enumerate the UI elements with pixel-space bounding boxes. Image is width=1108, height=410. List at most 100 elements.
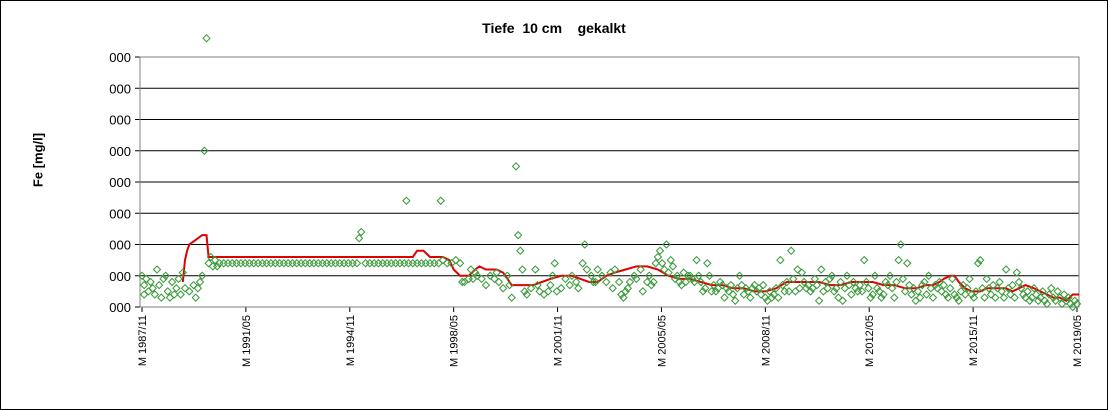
data-point-marker [935, 277, 944, 287]
data-point-marker [782, 277, 792, 287]
data-point-marker [868, 290, 878, 299]
data-point-marker [950, 290, 959, 299]
data-point-marker [963, 284, 972, 293]
data-point-marker [571, 277, 581, 287]
data-point-marker [728, 290, 738, 299]
data-point-marker [885, 271, 895, 280]
y-tick-label: 000 [109, 300, 131, 315]
data-point-marker [137, 271, 147, 280]
data-point-marker [997, 287, 1006, 296]
data-point-marker [887, 284, 897, 293]
data-point-marker [326, 259, 336, 268]
data-point-marker [593, 265, 602, 274]
data-point-marker [438, 255, 448, 265]
data-point-marker [709, 280, 718, 290]
data-point-marker [531, 265, 540, 274]
data-point-marker [249, 259, 258, 268]
data-point-marker [505, 280, 514, 290]
data-point-marker [973, 259, 983, 268]
data-point-marker [905, 280, 914, 290]
data-point-marker [365, 259, 375, 268]
x-tick-label: M 1991/05 [241, 315, 253, 367]
data-point-marker [174, 274, 183, 284]
data-point-marker [546, 280, 555, 290]
data-point-marker [470, 268, 480, 277]
data-point-marker [840, 284, 850, 293]
data-point-marker [185, 287, 194, 296]
data-point-marker [898, 274, 908, 284]
data-point-marker [971, 287, 981, 296]
data-point-marker [1042, 299, 1052, 309]
x-tick-label: M 1987/11 [137, 315, 149, 366]
data-point-marker [275, 259, 284, 268]
data-point-marker [801, 284, 811, 293]
data-point-marker [993, 284, 1002, 293]
data-point-marker [189, 280, 198, 290]
data-point-marker [1006, 290, 1015, 299]
data-point-marker [911, 296, 921, 305]
x-tick-label: M 1998/05 [449, 315, 461, 367]
data-point-marker [157, 293, 166, 302]
data-point-marker [769, 290, 779, 299]
data-point-marker [945, 284, 955, 293]
data-point-marker [552, 287, 562, 296]
data-point-marker [956, 287, 966, 296]
data-point-marker [986, 290, 996, 299]
data-point-marker [870, 271, 880, 280]
data-point-marker [922, 290, 931, 299]
data-point-marker [976, 255, 985, 265]
data-point-marker [516, 246, 525, 255]
data-point-marker [952, 293, 961, 302]
data-point-marker [842, 271, 852, 280]
data-point-marker [582, 265, 592, 274]
data-point-marker [580, 240, 589, 249]
data-point-marker [705, 271, 714, 280]
data-point-marker [877, 293, 886, 302]
data-point-marker [1072, 299, 1082, 309]
data-point-marker [382, 259, 392, 268]
data-point-marker [492, 268, 501, 277]
data-point-marker [948, 274, 957, 284]
data-point-marker [670, 274, 680, 284]
data-point-marker [913, 287, 923, 296]
data-point-marker [288, 259, 297, 268]
data-point-marker [698, 287, 708, 296]
data-point-marker [176, 290, 185, 299]
data-point-marker [1016, 284, 1026, 293]
data-point-marker [172, 284, 181, 293]
data-point-marker [683, 271, 693, 280]
y-tick-label: 000 [109, 50, 131, 65]
data-point-marker [1008, 280, 1017, 290]
data-point-marker [978, 284, 987, 293]
data-point-marker [855, 280, 865, 290]
data-point-marker [494, 277, 504, 287]
data-point-marker [630, 271, 639, 280]
data-point-marker [881, 277, 890, 287]
data-point-marker [696, 277, 706, 287]
data-point-marker [645, 271, 654, 280]
data-point-marker [139, 290, 149, 299]
data-point-marker [451, 255, 461, 265]
x-tick-labels: M 1987/11 M 1991/05 M 1994/11 M 1998/05 M 20… [137, 315, 1084, 367]
data-point-marker [694, 271, 703, 280]
data-point-marker [724, 287, 734, 296]
data-point-marker [623, 284, 632, 293]
data-point-marker [391, 259, 400, 268]
data-point-marker [262, 259, 271, 268]
data-point-marker [941, 290, 951, 299]
data-point-marker [314, 259, 323, 268]
data-point-marker [958, 280, 968, 290]
data-point-marker [690, 277, 699, 287]
data-point-marker [758, 280, 768, 290]
data-point-marker [961, 290, 970, 299]
data-point-marker [193, 284, 203, 293]
data-point-marker [672, 271, 682, 280]
data-point-marker [748, 284, 757, 293]
data-point-marker [688, 274, 697, 284]
y-tick-label: 000 [109, 238, 131, 253]
data-point-marker [849, 277, 858, 287]
data-point-marker [776, 255, 785, 265]
data-point-marker [700, 284, 710, 293]
data-point-marker [614, 277, 624, 287]
data-point-marker [412, 259, 422, 268]
